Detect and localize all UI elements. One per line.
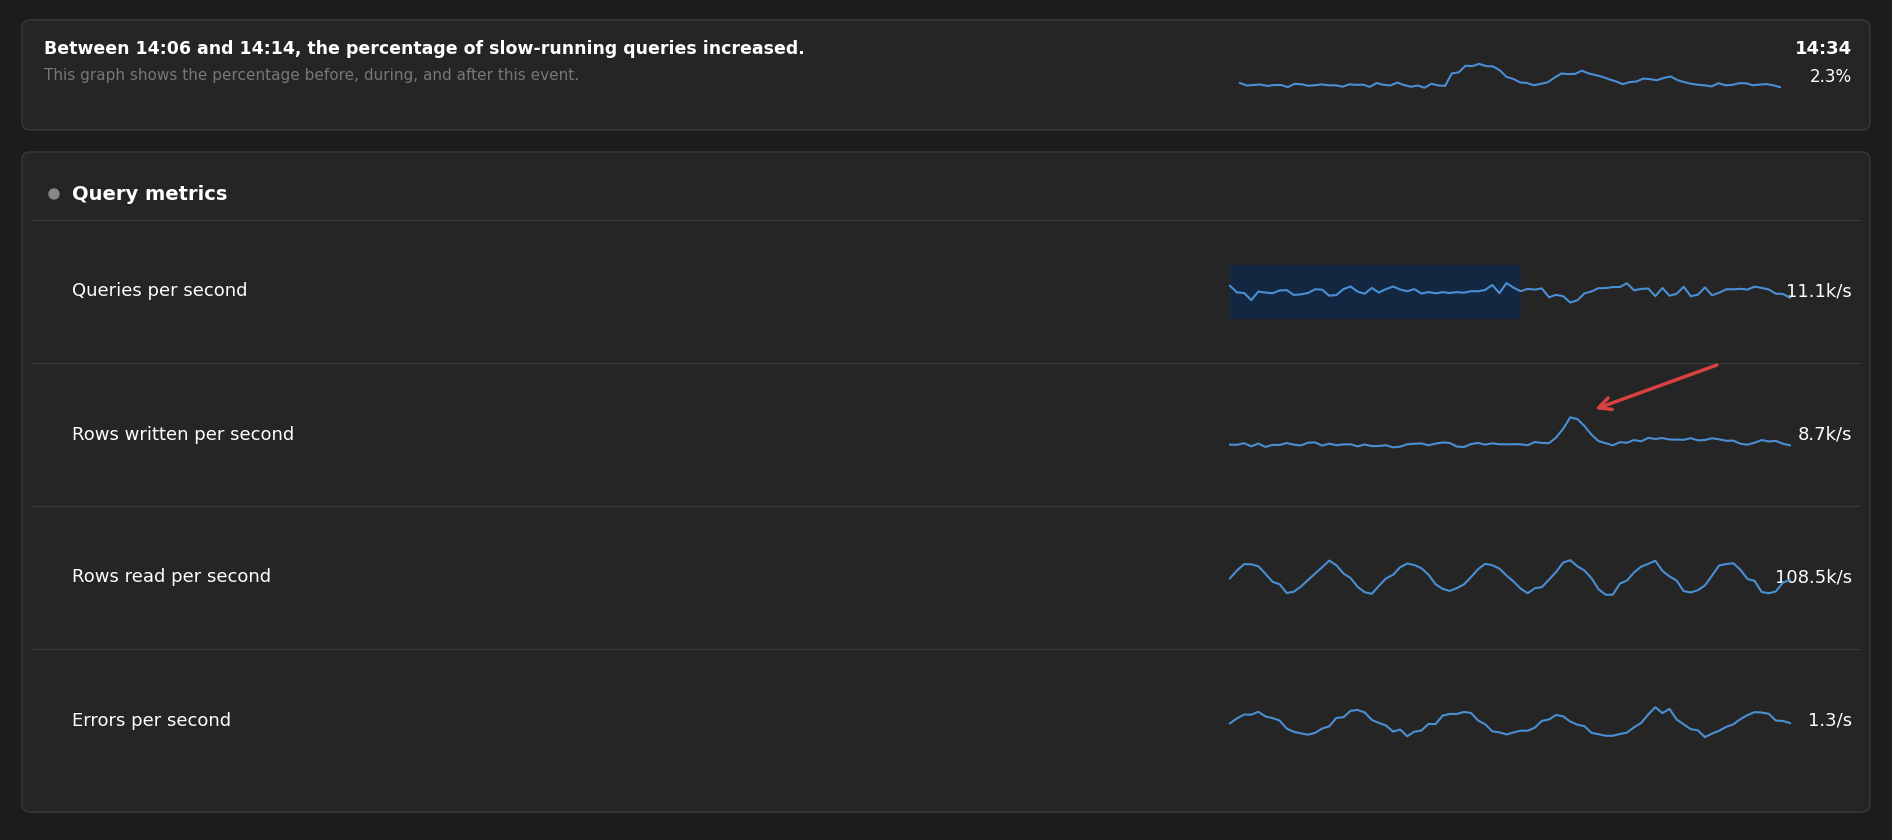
Text: Query metrics: Query metrics (72, 185, 227, 203)
Text: Between 14:06 and 14:14, the percentage of slow-running queries increased.: Between 14:06 and 14:14, the percentage … (44, 40, 804, 58)
Text: Rows read per second: Rows read per second (72, 569, 271, 586)
Text: 1.3/s: 1.3/s (1809, 711, 1852, 729)
Text: Errors per second: Errors per second (72, 711, 231, 729)
Circle shape (49, 189, 59, 199)
Text: This graph shows the percentage before, during, and after this event.: This graph shows the percentage before, … (44, 68, 579, 83)
Text: Rows written per second: Rows written per second (72, 426, 295, 444)
Text: 14:34: 14:34 (1796, 40, 1852, 58)
FancyBboxPatch shape (23, 152, 1869, 812)
Text: 11.1k/s: 11.1k/s (1786, 282, 1852, 301)
FancyBboxPatch shape (23, 20, 1869, 130)
Text: 108.5k/s: 108.5k/s (1775, 569, 1852, 586)
Bar (1230, 265, 1521, 318)
Text: 2.3%: 2.3% (1811, 68, 1852, 86)
Text: 8.7k/s: 8.7k/s (1797, 426, 1852, 444)
Text: Queries per second: Queries per second (72, 282, 248, 301)
